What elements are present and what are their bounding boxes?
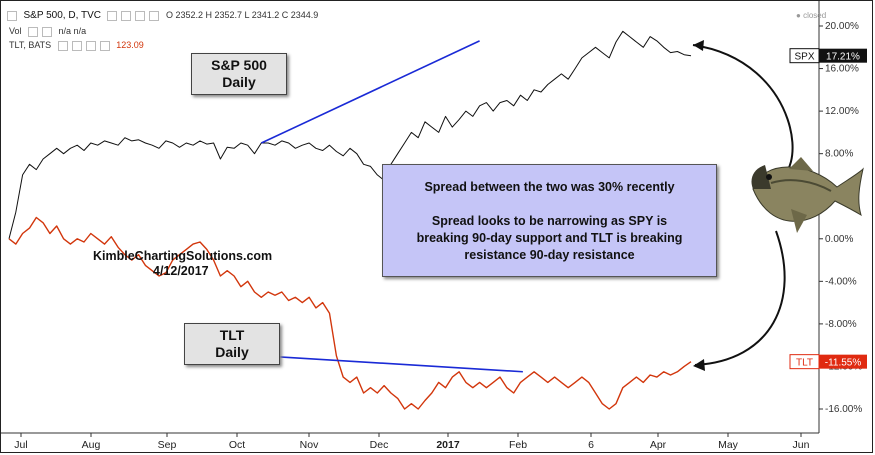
- market-status-label: closed: [803, 11, 827, 20]
- tlt-box-title: TLT: [219, 327, 245, 343]
- remove-icon[interactable]: [135, 10, 146, 21]
- sp500-box-subtitle: Daily: [222, 74, 256, 90]
- tlt-remove-icon[interactable]: [85, 40, 96, 51]
- badge-series-name: SPX: [794, 52, 814, 63]
- tlt-label-box: TLT Daily: [184, 323, 280, 365]
- market-status: ● closed: [796, 11, 827, 20]
- header-row-volume: Vol n/a n/a: [9, 26, 90, 37]
- badge-value: -11.55%: [825, 358, 862, 369]
- annotation-line-1: Spread between the two was 30% recently: [424, 180, 675, 194]
- annotation-line-4: breaking 90-day support and TLT is break…: [416, 231, 683, 245]
- collapse-toggle-icon[interactable]: [7, 10, 17, 21]
- x-tick-label: May: [718, 439, 739, 451]
- bottom-arrow-head: [693, 359, 705, 371]
- series-layer: [8, 30, 692, 410]
- y-tick-label: -8.00%: [825, 319, 857, 330]
- tlt-symbol-label: TLT, BATS: [9, 40, 52, 50]
- vol-toggle-icon[interactable]: [28, 26, 39, 37]
- more-icon[interactable]: [149, 10, 160, 21]
- settings-icon[interactable]: [121, 10, 132, 21]
- last-value-badge-spx: SPX 17.21%: [789, 48, 867, 64]
- watermark-date: 4/12/2017: [153, 264, 209, 278]
- x-tick-label: Apr: [650, 439, 667, 451]
- x-tick-label: Feb: [509, 439, 527, 451]
- x-tick-label: Oct: [229, 439, 245, 451]
- x-tick-label: Sep: [158, 439, 177, 451]
- badge-series-name: TLT: [796, 358, 813, 369]
- y-tick-label: 12.00%: [825, 106, 859, 117]
- tlt-box-subtitle: Daily: [215, 344, 249, 360]
- y-tick-label: 8.00%: [825, 149, 853, 160]
- x-tick-label: Jul: [14, 439, 27, 451]
- tlt-more-icon[interactable]: [99, 40, 110, 51]
- x-tick-label: Nov: [300, 439, 319, 451]
- trendline-layer: [261, 40, 523, 373]
- x-tick-label: 6: [588, 439, 594, 451]
- symbol-title: S&P 500, D, TVC: [23, 10, 101, 21]
- tlt-price: 123.09: [116, 40, 144, 50]
- tlt-settings-icon[interactable]: [71, 40, 82, 51]
- x-tick-label: Jun: [793, 439, 810, 451]
- top-arrow-head: [693, 40, 704, 51]
- badge-value-bg: [819, 354, 867, 369]
- trendline-spx-support: [261, 40, 480, 144]
- sp500-label-box: S&P 500 Daily: [191, 53, 287, 95]
- series-line-tlt: [8, 216, 692, 410]
- y-tick-label: -4.00%: [825, 276, 857, 287]
- sp500-box-title: S&P 500: [211, 57, 267, 73]
- tlt-toggle-icon[interactable]: [57, 40, 68, 51]
- y-tick-label: 20.00%: [825, 21, 859, 32]
- volume-values: n/a n/a: [58, 26, 87, 36]
- ohlc-values: O 2352.2 H 2352.7 L 2341.2 C 2344.9: [166, 10, 319, 20]
- largemouth-bass-fish-icon: [751, 157, 864, 233]
- bottom-curved-arrow: [694, 230, 786, 366]
- x-tick-label: Dec: [370, 439, 389, 451]
- header-row-tlt: TLT, BATS 123.09: [9, 40, 148, 51]
- y-tick-label: 16.00%: [825, 64, 859, 75]
- y-tick-label: 0.00%: [825, 234, 853, 245]
- trendline-tlt-resistance: [261, 355, 523, 373]
- annotation-line-5: resistance 90-day resistance: [464, 248, 635, 262]
- annotation-line-3: Spread looks to be narrowing as SPY is: [431, 214, 668, 228]
- watermark-site: KimbleChartingSolutions.com: [93, 249, 273, 263]
- volume-label: Vol: [9, 26, 22, 36]
- x-tick-labels: Jul Aug Sep Oct Nov Dec 2017 Feb 6 Apr May Jun: [14, 433, 810, 451]
- last-value-badge-tlt: TLT -11.55%: [789, 354, 867, 370]
- series-line-spx: [8, 30, 692, 239]
- last-value-badges: SPX 17.21% TLT -11.55%: [789, 48, 867, 370]
- top-curved-arrow: [692, 44, 794, 182]
- annotation-line-2: [383, 196, 716, 213]
- x-tick-label: 2017: [436, 439, 460, 451]
- badge-value: 17.21%: [826, 52, 860, 63]
- header-row-symbol: S&P 500, D, TVC O 2352.2 H 2352.7 L 2341…: [7, 10, 322, 21]
- spread-annotation-box: Spread between the two was 30% recently …: [382, 164, 717, 277]
- x-tick-label: Aug: [82, 439, 101, 451]
- y-tick-label: -16.00%: [825, 404, 862, 415]
- vol-settings-icon[interactable]: [42, 26, 53, 37]
- visibility-toggle-icon[interactable]: [107, 10, 118, 21]
- badge-value-bg: [819, 48, 867, 63]
